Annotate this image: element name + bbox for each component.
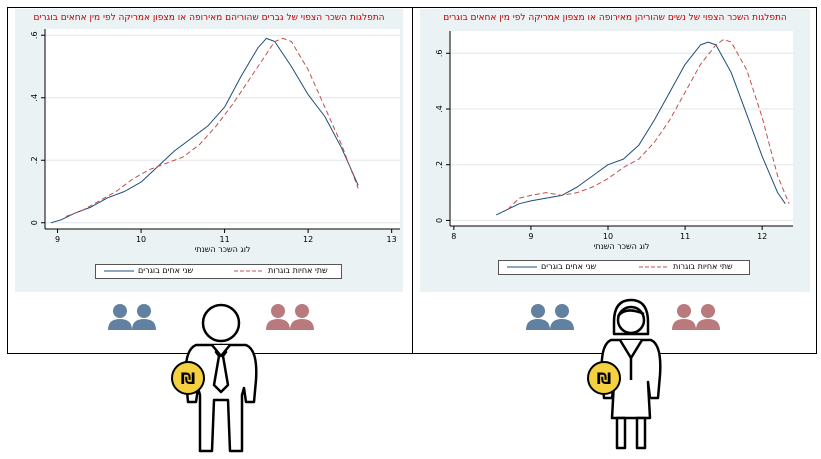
series-line-brothers (50, 37, 359, 224)
legend-item-sisters: שתי אחיות בוגרות (234, 266, 328, 275)
plot-area (45, 29, 400, 229)
legend-swatch-dashed (639, 266, 669, 267)
legend-swatch-dashed (234, 270, 264, 271)
x-tick-label: 8 (451, 232, 456, 241)
plot-area (450, 31, 793, 226)
x-tick-label: 9 (528, 232, 533, 241)
x-tick-label: 12 (757, 232, 767, 241)
chart-plot-men: 0 .2 .4 .6 9 10 11 12 13 לוג השכר השנתי (30, 29, 400, 254)
chart-panel-women: התפלגות השכר הצפוי של נשים שהוריהן מאירו… (420, 9, 810, 292)
y-tick-label: .2 (30, 156, 39, 164)
two-people-icon (266, 304, 314, 330)
legend-item-brothers: שני אחים בוגרים (507, 262, 596, 271)
x-axis-label: לוג השכר השנתי (195, 245, 251, 254)
y-tick-label: .6 (30, 31, 39, 39)
chart-panel-men: התפלגות השכר הצפוי של גברים שהוריהם מאיר… (15, 9, 403, 292)
series-line-sisters (507, 38, 790, 210)
svg-text:₪: ₪ (181, 369, 195, 388)
x-tick-label: 10 (603, 232, 613, 241)
legend-label: שני אחים בוגרים (138, 266, 194, 275)
x-axis-label: לוג השכר השנתי (594, 242, 650, 251)
y-tick-label: .6 (435, 49, 444, 57)
two-people-icon (672, 304, 720, 330)
x-tick-label: 13 (387, 235, 397, 244)
legend-swatch-solid (507, 266, 537, 267)
y-tick-label: .2 (435, 161, 444, 169)
legend-label: שתי אחיות בוגרות (268, 266, 328, 275)
two-people-icon (108, 304, 156, 330)
shekel-coin-icon: ₪ (171, 361, 205, 395)
businesswoman-icon (600, 298, 662, 450)
svg-text:₪: ₪ (597, 369, 611, 388)
legend-label: שתי אחיות בוגרות (673, 262, 733, 271)
y-tick-label: 0 (435, 218, 444, 223)
chart-title: התפלגות השכר הצפוי של גברים שהוריהם מאיר… (33, 13, 385, 23)
y-tick-label: 0 (30, 220, 39, 225)
legend: שתי אחיות בוגרות שני אחים בוגרים (498, 260, 750, 275)
x-tick-label: 11 (219, 235, 229, 244)
legend-swatch-solid (104, 270, 134, 271)
legend-item-brothers: שני אחים בוגרים (104, 266, 193, 275)
legend: שתי אחיות בוגרות שני אחים בוגרים (95, 264, 342, 279)
chart-title: התפלגות השכר הצפוי של נשים שהוריהן מאירו… (443, 13, 787, 23)
two-people-icon (526, 304, 574, 330)
y-tick-label: .4 (30, 94, 39, 102)
x-tick-label: 10 (136, 235, 146, 244)
series-line-sisters (65, 37, 359, 217)
legend-item-sisters: שתי אחיות בוגרות (639, 262, 733, 271)
x-tick-label: 11 (680, 232, 690, 241)
x-tick-label: 9 (55, 235, 60, 244)
y-tick-label: .4 (435, 105, 444, 113)
legend-label: שני אחים בוגרים (541, 262, 597, 271)
x-tick-label: 12 (303, 235, 313, 244)
chart-plot-women: 0 .2 .4 .6 8 9 10 11 12 לוג השכר השנתי (435, 31, 793, 251)
series-line-brothers (495, 41, 786, 216)
shekel-coin-icon: ₪ (587, 361, 621, 395)
